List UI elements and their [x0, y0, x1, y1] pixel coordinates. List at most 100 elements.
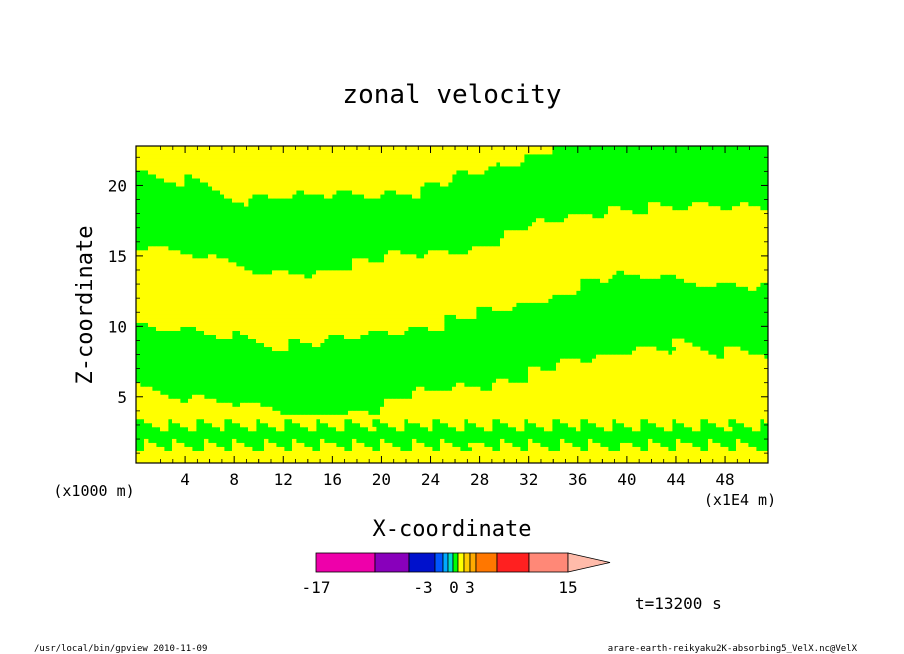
field-cell [612, 270, 617, 275]
field-cell [180, 146, 185, 151]
field-cell [740, 390, 745, 396]
field-cell [684, 394, 689, 400]
field-cell [536, 406, 541, 412]
field-cell [428, 282, 433, 287]
field-cell [420, 162, 425, 167]
field-cell [368, 154, 373, 159]
field-cell [188, 322, 193, 327]
field-cell [592, 406, 597, 412]
field-cell [600, 242, 605, 247]
field-cell [196, 266, 201, 271]
field-cell [496, 282, 501, 287]
field-cell [448, 170, 453, 175]
field-cell [368, 190, 373, 195]
field-cell [180, 278, 185, 283]
field-cell [432, 326, 437, 331]
field-cell [356, 190, 361, 195]
field-cell [668, 398, 673, 404]
field-cell [144, 402, 149, 408]
field-cell [432, 158, 437, 163]
field-cell [268, 314, 273, 319]
field-cell [576, 278, 581, 283]
field-cell [400, 154, 405, 159]
field-cell [476, 146, 481, 151]
field-cell [384, 294, 389, 299]
field-cell [484, 406, 489, 412]
field-cell [200, 158, 205, 163]
field-cell [192, 274, 197, 279]
field-cell [708, 274, 713, 279]
field-cell [564, 270, 569, 275]
field-cell [748, 218, 753, 223]
field-cell [592, 362, 597, 368]
field-cell [160, 174, 165, 179]
field-cell [628, 230, 633, 235]
field-cell [268, 282, 273, 287]
field-cell [516, 406, 521, 412]
field-cell [460, 286, 465, 291]
field-cell [516, 290, 521, 295]
field-cell [456, 290, 461, 295]
field-cell [160, 294, 165, 299]
field-cell [180, 294, 185, 299]
field-cell [248, 314, 253, 319]
field-cell [276, 318, 281, 323]
field-cell [688, 382, 693, 388]
field-cell [284, 298, 289, 303]
field-cell [300, 338, 305, 344]
field-cell [688, 242, 693, 247]
field-cell [204, 398, 209, 404]
field-cell [380, 302, 385, 307]
field-cell [312, 298, 317, 303]
field-cell [540, 226, 545, 231]
field-cell [156, 158, 161, 163]
field-cell [196, 274, 201, 279]
field-cell [176, 162, 181, 167]
field-cell [740, 206, 745, 211]
field-cell [364, 298, 369, 303]
field-cell [368, 314, 373, 319]
field-cell [664, 390, 669, 396]
field-cell [676, 358, 681, 364]
field-cell [396, 258, 401, 263]
field-cell [536, 398, 541, 404]
field-cell [444, 390, 449, 396]
field-cell [700, 390, 705, 396]
field-cell [352, 314, 357, 319]
field-cell [640, 358, 645, 364]
field-cell [140, 314, 145, 319]
field-cell [352, 158, 357, 163]
field-cell [160, 290, 165, 295]
field-cell [192, 150, 197, 155]
field-cell [656, 378, 661, 384]
field-cell [436, 326, 441, 331]
field-cell [444, 174, 449, 179]
field-cell [416, 398, 421, 404]
field-cell [484, 154, 489, 159]
field-cell [720, 258, 725, 263]
field-cell [276, 338, 281, 344]
field-cell [412, 306, 417, 311]
field-cell [688, 374, 693, 380]
field-cell [448, 390, 453, 396]
field-cell [516, 242, 521, 247]
field-cell [208, 290, 213, 295]
field-cell [348, 282, 353, 287]
field-cell [500, 302, 505, 307]
field-cell [296, 306, 301, 311]
field-cell [416, 162, 421, 167]
field-cell [384, 322, 389, 327]
field-cell [676, 362, 681, 368]
field-cell [700, 250, 705, 255]
field-cell [428, 170, 433, 175]
field-cell [228, 294, 233, 299]
field-cell [736, 230, 741, 235]
field-cell [556, 266, 561, 271]
field-cell [648, 378, 653, 384]
field-cell [388, 402, 393, 408]
field-cell [216, 402, 221, 408]
field-cell [588, 238, 593, 243]
field-cell [524, 258, 529, 263]
field-cell [692, 374, 697, 380]
field-cell [688, 230, 693, 235]
